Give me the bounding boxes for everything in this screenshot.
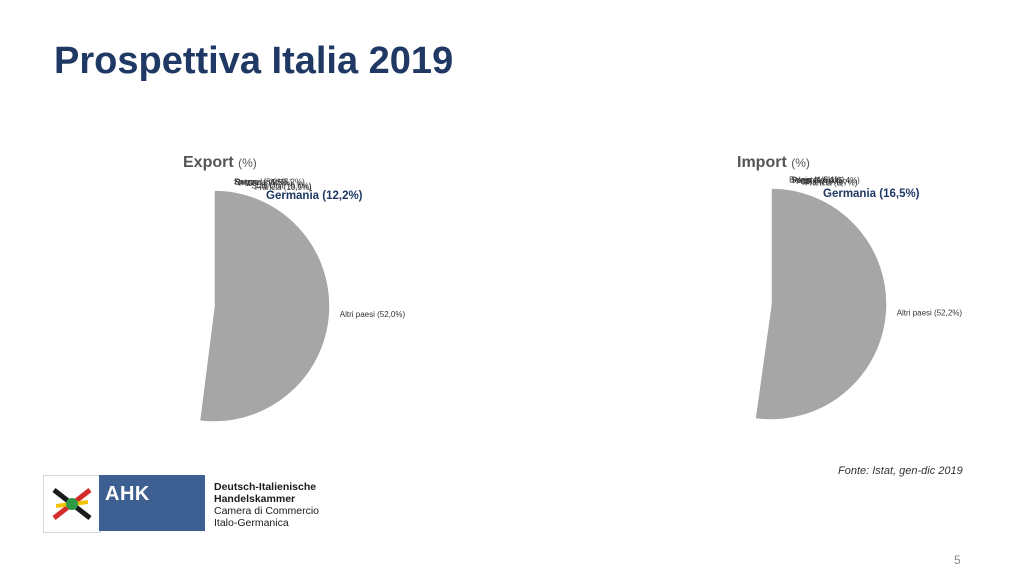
export-slice-label-5: Spagna (5,0%) [234, 178, 288, 187]
import-slice-label-4: Spagna (5,1%) [791, 176, 845, 185]
import-chart-unit: (%) [791, 156, 810, 170]
export-slice-label-2: Stati Uniti (9,6%) [251, 182, 311, 191]
logo-line-4: Italo-Germanica [214, 517, 289, 529]
logo-brand-text: AHK [105, 483, 150, 505]
export-chart-title: Export [183, 154, 234, 171]
export-slice-6 [198, 189, 331, 423]
source-note: Fonte: Istat, gen-dic 2019 [838, 465, 963, 477]
export-pie-chart: Germania (12,2%)Francia (10,5%)Stati Uni… [198, 178, 406, 423]
export-slice-label-6: Altri paesi (52,0%) [340, 310, 406, 319]
ahk-logo: AHK Deutsch-Italienische Handelskammer C… [43, 475, 333, 533]
page-number: 5 [954, 553, 961, 567]
logo-line-2: Handelskammer [214, 493, 296, 505]
logo-line-1: Deutsch-Italienische [214, 481, 317, 493]
import-slice-label-3: Paesi Bassi (5,4%) [792, 176, 860, 185]
import-slice-label-1: Francia (8,7%) [805, 179, 858, 188]
import-slice-label-2: Cina (7,5%) [800, 177, 843, 186]
import-slice-label-5: Belgio (4,6%) [789, 175, 837, 184]
import-slice-label-0: Germania (16,5%) [823, 188, 920, 200]
flags-emblem-icon [52, 488, 92, 520]
page-title: Prospettiva Italia 2019 [54, 40, 454, 82]
export-slice-label-1: Francia (10,5%) [255, 183, 312, 192]
logo-brand-bar [99, 475, 205, 531]
export-slice-label-3: Svizzera (5,5%) [236, 178, 293, 187]
export-chart-heading: Export (%) [183, 154, 257, 172]
import-chart-heading: Import (%) [737, 154, 810, 172]
import-pie-chart: Germania (16,5%)Francia (8,7%)Cina (7,5%… [754, 175, 963, 421]
logo-line-3: Camera di Commercio [214, 505, 320, 517]
export-chart-unit: (%) [238, 156, 257, 170]
export-slice-label-0: Germania (12,2%) [266, 190, 363, 202]
import-slice-label-6: Altri paesi (52,2%) [897, 309, 963, 318]
export-slice-label-4: Regno Unito (5,2%) [234, 178, 305, 187]
import-chart-title: Import [737, 154, 787, 171]
logo-emblem [43, 475, 101, 533]
import-slice-6 [754, 187, 888, 421]
